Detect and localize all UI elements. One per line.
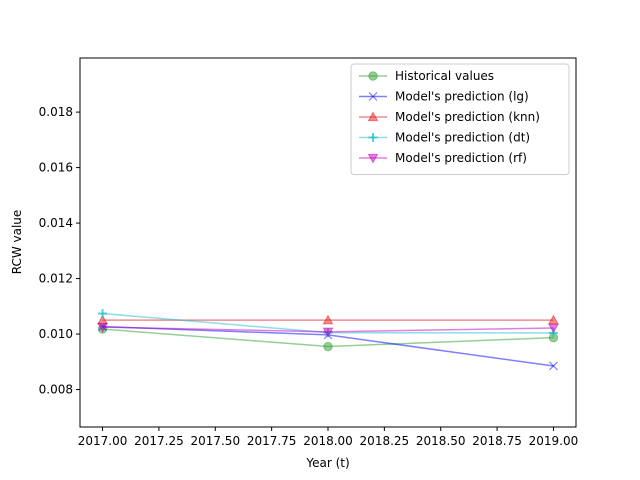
legend-entry-3: Model's prediction (dt) [359,131,530,145]
x-tick-label: 2017.50 [190,434,240,448]
data-point-4-2 [548,323,559,334]
legend-entry-2: Model's prediction (knn) [359,110,540,124]
x-tick-label: 2017.00 [78,434,128,448]
data-point-4-1 [322,327,334,338]
x-tick-label: 2019.00 [529,434,579,448]
legend-marker [368,92,378,101]
legend-marker [367,153,379,164]
data-point-0-1 [323,341,333,352]
y-tick-label: 0.018 [39,105,73,119]
data-point-1-2 [549,361,558,371]
y-tick-label: 0.012 [39,272,73,286]
legend-marker [367,111,379,122]
y-tick-label: 0.010 [39,327,73,341]
y-tick-label: 0.008 [39,383,73,397]
series-4 [97,322,559,338]
legend: Historical values Model's prediction (lg)… [350,63,570,175]
y-tick-label: 0.014 [39,216,73,230]
x-tick-label: 2017.75 [247,434,297,448]
data-point-4-0 [97,322,108,333]
series-layer [97,309,559,371]
x-tick-label: 2018.00 [303,434,353,448]
y-tick-label: 0.016 [39,161,73,175]
y-axis-label: RCW value [10,210,24,275]
data-point-2-1 [322,314,334,325]
x-tick-label: 2017.25 [134,434,184,448]
x-tick-label: 2018.50 [416,434,466,448]
legend-entry-0: Historical values [359,69,494,83]
legend-label: Model's prediction (rf) [395,151,527,165]
legend-label: Model's prediction (lg) [395,90,529,104]
axes-layer: 2017.00 2017.25 2017.50 2017.75 2018.00 2018.… [39,57,579,448]
x-tick-label: 2018.25 [360,434,410,448]
legend-entry-4: Model's prediction (rf) [359,151,527,165]
legend-label: Historical values [395,69,494,83]
legend-box [350,63,570,175]
legend-label: Model's prediction (dt) [395,131,530,145]
legend-marker [368,133,378,142]
legend-entry-1: Model's prediction (lg) [359,90,529,104]
x-axis-label: Year (t) [305,456,349,470]
legend-label: Model's prediction (knn) [395,110,540,124]
legend-marker [368,71,378,81]
data-point-3-0 [98,309,108,319]
x-tick-label: 2018.75 [472,434,522,448]
